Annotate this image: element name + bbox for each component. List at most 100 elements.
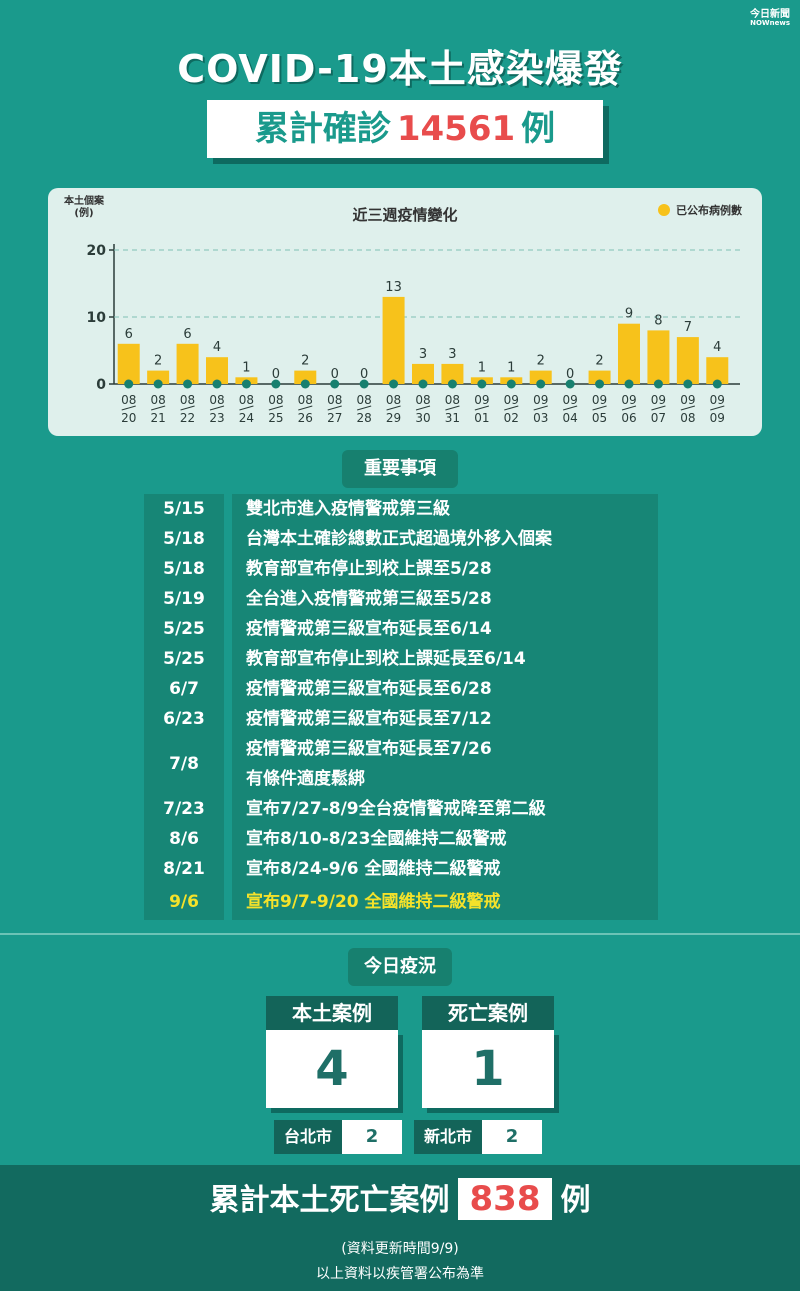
page-title: COVID-19本土感染爆發 [177,47,623,91]
today-title: 今日疫況 [348,948,452,986]
x-tick-slash [209,405,225,411]
event-row: 9/6 宣布9/7-9/20 全國維持二級警戒 [144,884,658,920]
bar [412,363,434,384]
x-tick-slash [298,405,313,411]
bar [676,337,699,384]
bar-base-dot [477,379,487,389]
event-date: 8/21 [144,854,224,884]
event-date: 6/23 [144,704,224,734]
event-text: 宣布8/24-9/6 全國維持二級警戒 [232,854,658,884]
event-text: 宣布8/10-8/23全國維持二級警戒 [232,824,658,854]
x-tick-slash [180,405,195,411]
bar [176,343,199,384]
x-tick-slash [474,405,489,411]
event-row: 8/21 宣布8/24-9/6 全國維持二級警戒 [144,854,658,884]
event-text-line: 教育部宣布停止到校上課至5/28 [246,559,492,579]
event-text: 台灣本土確診總數正式超過境外移入個案 [232,524,658,554]
x-tick-day: 21 [151,411,166,425]
x-tick-month: 09 [563,393,578,407]
x-tick-day: 09 [710,411,725,425]
total-number: 14561 [396,109,516,149]
x-tick-day: 24 [239,411,254,425]
x-tick-day: 27 [327,411,342,425]
x-tick-slash [563,405,578,411]
x-tick-slash [386,405,401,411]
bar-base-dot [183,379,193,389]
event-text: 全台進入疫情警戒第三級至5/28 [232,584,658,614]
x-tick-day: 29 [386,411,401,425]
x-tick-slash [592,405,607,411]
x-tick-month: 08 [445,393,460,407]
event-date: 8/6 [144,824,224,854]
event-gap [224,734,232,794]
y-tick-label: 10 [87,310,107,326]
event-text: 宣布7/27-8/9全台疫情警戒降至第二級 [232,794,658,824]
x-tick-day: 22 [180,411,195,425]
x-tick-slash [327,405,342,411]
event-gap [224,794,232,824]
x-tick-month: 08 [209,393,224,407]
event-text: 教育部宣布停止到校上課至5/28 [232,554,658,584]
bar-value-label: 4 [213,340,221,355]
bar-base-dot [418,379,428,389]
bar-value-label: 0 [272,367,280,382]
total-cases-box: 累計確診 14561 例 [207,100,603,158]
event-text-line: 疫情警戒第三級宣布延長至7/12 [246,709,492,729]
event-text-line: 疫情警戒第三級宣布延長至7/26 [246,739,492,759]
bar [117,343,140,384]
city-name: 台北市 [274,1120,342,1154]
x-tick-month: 09 [504,393,519,407]
x-tick-day: 07 [651,411,666,425]
event-text: 雙北市進入疫情警戒第三級 [232,494,658,524]
cumulative-deaths-suffix: 例 [560,1183,591,1218]
event-row: 5/25 教育部宣布停止到校上課延長至6/14 [144,644,658,674]
city-name: 新北市 [414,1120,482,1154]
y-axis-unit: 本土個案(例) [60,196,108,220]
x-tick-slash [268,405,283,411]
x-tick-month: 08 [239,393,254,407]
event-gap [224,524,232,554]
event-date: 5/25 [144,614,224,644]
bar [529,370,552,384]
x-tick-slash [121,405,136,411]
source-note: 以上資料以疾管署公布為準 [316,1266,484,1282]
local-cases-label: 本土案例 [266,996,398,1030]
bar-value-label: 1 [242,360,250,375]
event-text: 宣布9/7-9/20 全國維持二級警戒 [232,884,658,920]
x-tick-day: 31 [445,411,460,425]
x-tick-month: 08 [357,393,372,407]
event-text-line: 全台進入疫情警戒第三級至5/28 [246,589,492,609]
event-row: 5/15 雙北市進入疫情警戒第三級 [144,494,658,524]
bar [588,370,611,384]
x-tick-month: 08 [268,393,283,407]
event-text-line: 有條件適度鬆綁 [246,769,365,789]
bar-base-dot [653,379,663,389]
bar-value-label: 6 [183,327,191,342]
x-tick-slash [651,405,666,411]
event-gap [224,614,232,644]
x-tick-month: 09 [474,393,489,407]
bar-base-dot [624,379,634,389]
event-text: 疫情警戒第三級宣布延長至6/14 [232,614,658,644]
event-date: 6/7 [144,674,224,704]
y-tick-label: 0 [96,377,106,393]
x-tick-month: 09 [651,393,666,407]
bar-base-dot [212,379,222,389]
bar-value-label: 0 [331,367,339,382]
bar-base-dot [124,379,134,389]
x-tick-month: 09 [592,393,607,407]
event-text-line: 雙北市進入疫情警戒第三級 [246,499,450,519]
footer: 累計本土死亡案例 838 例 (資料更新時間9/9) 以上資料以疾管署公布為準 [0,1165,800,1291]
event-text-line: 宣布8/10-8/23全國維持二級警戒 [246,829,507,849]
x-tick-slash [445,405,460,411]
x-tick-day: 02 [504,411,519,425]
bar [647,330,670,384]
x-tick-slash [621,405,637,411]
bar-value-label: 4 [713,340,721,355]
event-date: 5/19 [144,584,224,614]
bar [294,370,317,384]
bar-base-dot [300,379,310,389]
bar-value-label: 13 [385,280,402,295]
event-row: 6/7 疫情警戒第三級宣布延長至6/28 [144,674,658,704]
x-tick-day: 20 [121,411,136,425]
